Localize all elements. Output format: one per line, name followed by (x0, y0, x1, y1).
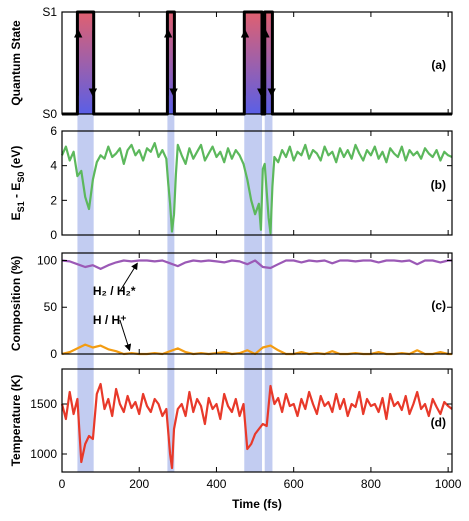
xtick-label-2: 200 (129, 477, 149, 491)
excited-state-block-2 (167, 12, 175, 114)
annotation-arrow-2 (119, 319, 132, 352)
excited-state-block-1 (77, 12, 94, 114)
panel-a: S0 S1 (a) Quantum State (9, 5, 453, 121)
ytick-label-a-2: S1 (42, 5, 57, 19)
ylabel-part-3: - E (9, 183, 23, 202)
highlight-span-4 (264, 12, 273, 472)
series-line-b-1 (60, 142, 453, 235)
ytick-label-b-4: 6 (50, 124, 57, 138)
xtick-label-5: 800 (361, 477, 381, 491)
panel-label-a: (a) (431, 58, 446, 72)
series-line-d-1 (60, 382, 453, 470)
ylabel-b: ES1 - ES0 (eV) (9, 146, 26, 221)
ytick-label-c-2: 50 (44, 300, 58, 314)
excited-state-block-3 (244, 12, 263, 114)
xtick-label-6: 1000 (435, 477, 462, 491)
ylabel-part-2: S1 (16, 201, 26, 212)
xtick-label-1: 0 (59, 477, 66, 491)
ytick-label-b-2: 2 (50, 193, 57, 207)
panel-c: H₂ / H₂* H / H⁺ 0 50 100 (c) Composition (%) (9, 252, 453, 361)
ylabel-part-1: E (9, 212, 23, 220)
panel-label-c: (c) (431, 299, 446, 313)
panel-label-d: (d) (431, 416, 446, 430)
ylabel-c: Composition (%) (9, 256, 23, 351)
ylabel-a: Quantum State (9, 20, 23, 106)
ytick-label-d-1: 1000 (30, 447, 57, 461)
ytick-label-a-1: S0 (42, 107, 57, 121)
xlabel: Time (fs) (232, 497, 282, 511)
xtick-label-3: 400 (206, 477, 226, 491)
ytick-label-b-3: 4 (50, 159, 57, 173)
panel-label-b: (b) (431, 178, 446, 192)
ytick-label-d-2: 1500 (30, 397, 57, 411)
ytick-label-b-1: 0 (50, 228, 57, 242)
highlight-span-2 (167, 12, 175, 472)
ylabel-d: Temperature (K) (9, 375, 23, 467)
annotation-label-1: H₂ / H₂* (93, 284, 136, 298)
ytick-label-c-1: 0 (50, 347, 57, 361)
panel-d: 1000 1500 (d) Temperature (K) (9, 368, 453, 473)
highlight-span-1 (77, 12, 94, 472)
xtick-label-4: 600 (284, 477, 304, 491)
ylabel-part-5: (eV) (9, 146, 23, 172)
panel-frame-c (61, 252, 453, 355)
series-line-c-1 (61, 259, 452, 270)
panel-b: 0 2 4 6 (b) ES1 - ES0 (eV) (9, 124, 453, 242)
panel-frame-a (61, 11, 453, 115)
excited-state-block-4 (264, 12, 273, 114)
ytick-label-c-3: 100 (37, 253, 57, 267)
annotation-arrow-1 (119, 262, 138, 292)
highlight-span-3 (244, 12, 263, 472)
panel-frame-b (61, 130, 453, 236)
panel-frame-d (61, 368, 453, 473)
annotation-label-2: H / H⁺ (93, 313, 127, 327)
ylabel-part-4: S0 (16, 172, 26, 183)
